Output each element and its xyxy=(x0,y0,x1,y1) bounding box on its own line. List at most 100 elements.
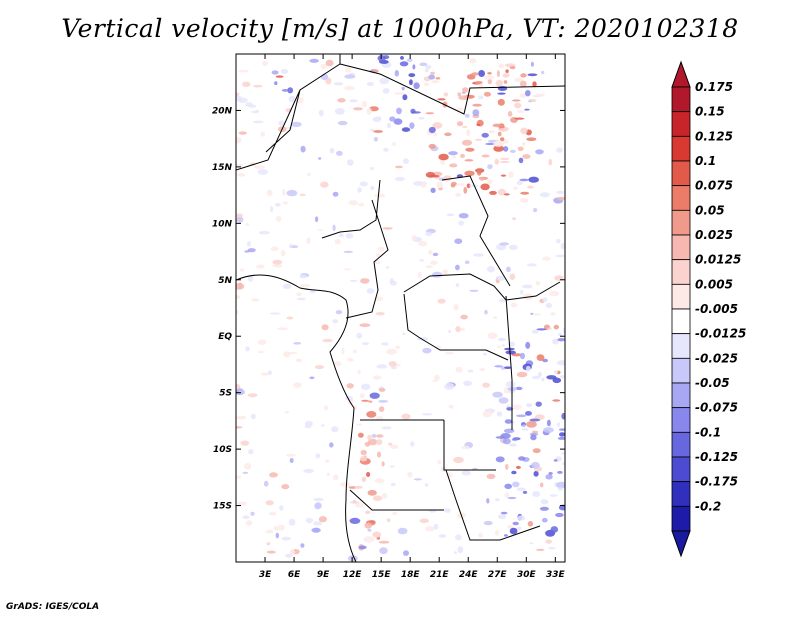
velocity-speck xyxy=(370,186,375,191)
velocity-speck xyxy=(362,342,370,346)
velocity-speck xyxy=(481,132,489,138)
velocity-speck xyxy=(236,475,242,479)
velocity-speck xyxy=(556,147,563,153)
velocity-speck xyxy=(480,177,484,181)
velocity-speck xyxy=(504,483,512,489)
velocity-speck xyxy=(524,108,530,111)
velocity-speck xyxy=(239,268,245,272)
colorbar-bottom-arrow xyxy=(671,530,691,558)
velocity-speck xyxy=(455,283,460,288)
velocity-speck xyxy=(285,126,294,129)
colorbar-swatch xyxy=(671,234,691,261)
velocity-speck xyxy=(476,123,481,127)
velocity-speck xyxy=(521,428,529,431)
velocity-speck xyxy=(419,259,425,262)
velocity-speck xyxy=(355,502,365,508)
velocity-speck xyxy=(428,74,436,80)
velocity-speck xyxy=(464,113,470,118)
velocity-speck xyxy=(534,414,545,420)
velocity-speck xyxy=(236,283,245,290)
velocity-speck xyxy=(546,419,551,427)
velocity-speck xyxy=(512,481,520,488)
x-tick-label: 3E xyxy=(259,570,272,580)
velocity-speck xyxy=(444,351,454,355)
velocity-speck xyxy=(369,520,376,524)
colorbar-label: 0.025 xyxy=(695,228,733,242)
velocity-speck xyxy=(295,358,303,363)
velocity-speck xyxy=(300,145,306,153)
velocity-speck xyxy=(487,332,498,339)
velocity-speck xyxy=(520,191,530,195)
velocity-speck xyxy=(247,248,256,253)
velocity-speck xyxy=(478,70,485,77)
velocity-speck xyxy=(262,60,268,67)
velocity-speck xyxy=(373,137,378,142)
velocity-speck xyxy=(273,525,279,531)
colorbar-swatch xyxy=(671,431,691,458)
velocity-speck xyxy=(300,543,305,548)
velocity-speck xyxy=(347,159,354,166)
y-tick-label: 10N xyxy=(212,219,233,229)
velocity-speck xyxy=(451,155,457,159)
velocity-speck xyxy=(539,506,549,511)
velocity-speck xyxy=(365,510,371,515)
velocity-speck xyxy=(386,122,392,129)
velocity-speck xyxy=(552,338,559,345)
velocity-speck xyxy=(374,296,384,302)
velocity-speck xyxy=(482,352,488,356)
velocity-speck xyxy=(394,70,399,77)
velocity-speck xyxy=(455,192,462,197)
velocity-speck xyxy=(275,75,284,78)
colorbar-swatch xyxy=(671,283,691,310)
velocity-speck xyxy=(504,492,510,499)
velocity-speck xyxy=(340,482,351,487)
velocity-speck xyxy=(548,158,553,166)
colorbar-swatch xyxy=(671,86,691,113)
velocity-speck xyxy=(317,229,324,232)
velocity-speck xyxy=(457,546,464,554)
velocity-speck xyxy=(521,142,526,146)
velocity-speck xyxy=(500,137,505,142)
velocity-speck xyxy=(272,259,283,265)
velocity-speck xyxy=(412,64,416,70)
velocity-speck xyxy=(458,213,469,219)
velocity-speck xyxy=(381,492,388,499)
velocity-speck xyxy=(417,271,422,279)
velocity-speck xyxy=(561,412,565,420)
velocity-speck xyxy=(557,338,565,342)
velocity-speck xyxy=(238,70,249,73)
velocity-speck xyxy=(406,58,413,62)
velocity-speck xyxy=(466,183,471,189)
velocity-speck xyxy=(543,427,554,433)
velocity-speck xyxy=(421,413,433,416)
velocity-speck xyxy=(367,489,377,496)
velocity-speck xyxy=(465,147,475,152)
velocity-speck xyxy=(508,171,514,178)
velocity-speck xyxy=(485,142,496,146)
velocity-speck xyxy=(383,147,389,152)
velocity-speck xyxy=(236,415,247,420)
velocity-speck xyxy=(483,520,493,526)
velocity-speck xyxy=(336,150,343,156)
velocity-speck xyxy=(556,238,561,244)
velocity-speck xyxy=(471,72,479,76)
velocity-speck xyxy=(478,83,484,88)
velocity-speck xyxy=(385,266,390,269)
velocity-speck xyxy=(556,196,565,201)
colorbar-label: 0.1 xyxy=(695,154,716,168)
velocity-speck xyxy=(450,181,457,187)
velocity-speck xyxy=(418,116,425,120)
velocity-speck xyxy=(332,319,339,324)
velocity-speck xyxy=(531,375,541,380)
velocity-speck xyxy=(499,157,510,161)
velocity-speck xyxy=(322,338,333,343)
velocity-speck xyxy=(487,78,492,85)
velocity-speck xyxy=(461,139,473,146)
velocity-speck xyxy=(469,289,479,292)
velocity-speck xyxy=(533,208,538,213)
velocity-speck xyxy=(360,278,370,284)
velocity-speck xyxy=(535,401,542,407)
velocity-speck xyxy=(358,432,364,438)
velocity-speck xyxy=(266,550,276,554)
velocity-speck xyxy=(325,459,330,464)
